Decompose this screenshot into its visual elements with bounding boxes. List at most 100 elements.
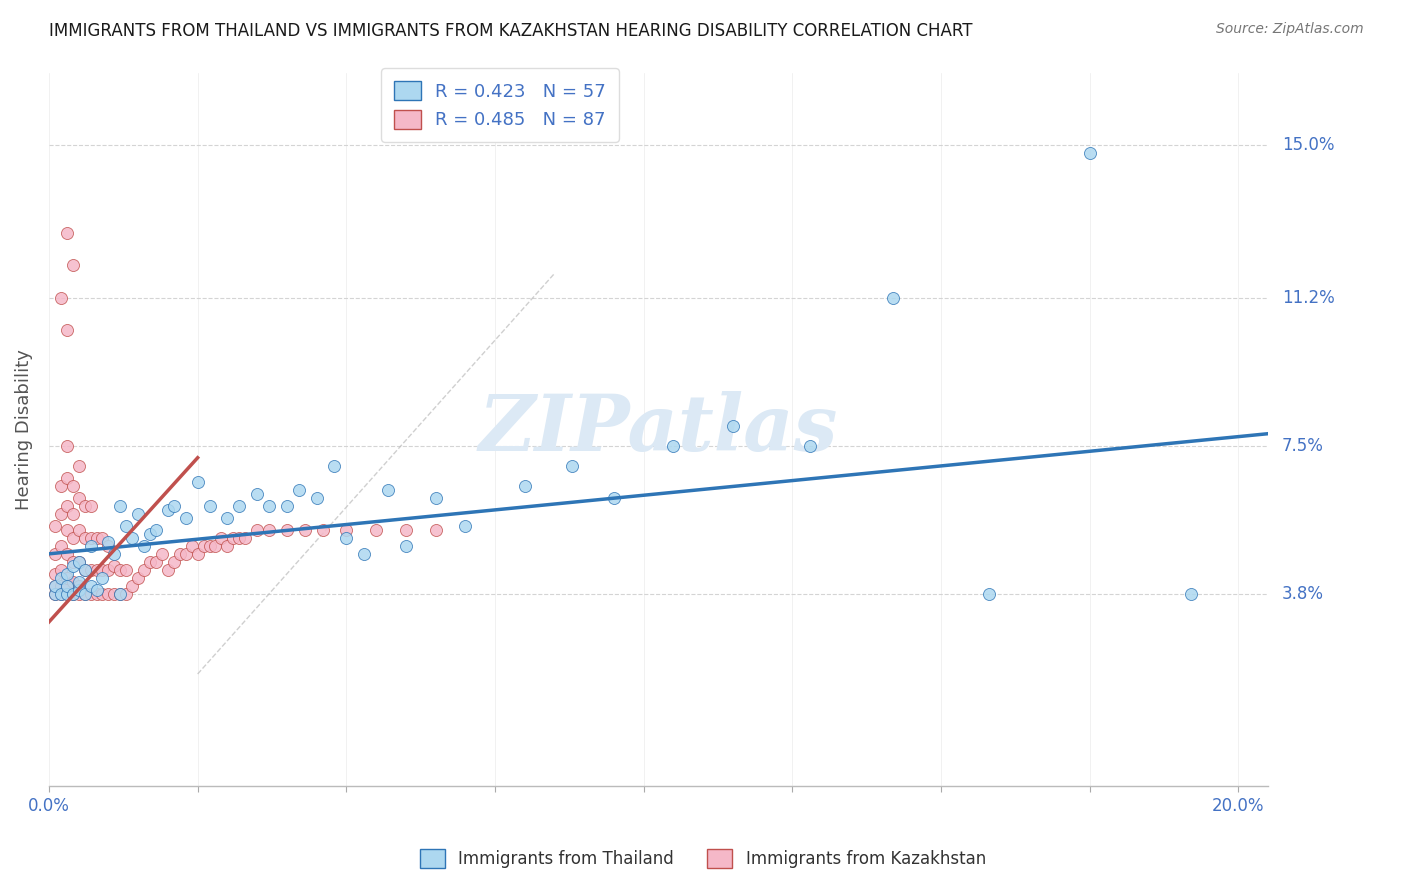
- Point: [49, 579, 72, 593]
- Point: [425, 491, 447, 505]
- Point: [56, 439, 79, 453]
- Point: [228, 531, 250, 545]
- Point: [79, 499, 101, 513]
- Point: [86, 531, 108, 545]
- Point: [56, 499, 79, 513]
- Point: [49, 563, 72, 577]
- Point: [62, 587, 84, 601]
- Point: [97, 534, 120, 549]
- Point: [110, 587, 132, 601]
- Point: [127, 507, 149, 521]
- Point: [121, 579, 143, 593]
- Point: [276, 523, 298, 537]
- Point: [169, 547, 191, 561]
- Point: [56, 227, 79, 241]
- Point: [187, 547, 209, 561]
- Point: [257, 523, 280, 537]
- Point: [156, 563, 179, 577]
- Point: [276, 499, 298, 513]
- Point: [62, 574, 84, 589]
- Point: [56, 471, 79, 485]
- Point: [62, 587, 84, 601]
- Point: [67, 587, 90, 601]
- Point: [62, 531, 84, 545]
- Point: [44, 547, 66, 561]
- Point: [62, 507, 84, 521]
- Point: [67, 579, 90, 593]
- Point: [62, 259, 84, 273]
- Point: [561, 458, 583, 473]
- Point: [56, 579, 79, 593]
- Point: [662, 439, 685, 453]
- Point: [56, 523, 79, 537]
- Point: [882, 291, 904, 305]
- Point: [134, 563, 156, 577]
- Point: [97, 539, 120, 553]
- Point: [86, 582, 108, 597]
- Point: [67, 491, 90, 505]
- Point: [287, 483, 309, 497]
- Point: [67, 555, 90, 569]
- Point: [79, 563, 101, 577]
- Point: [1078, 146, 1101, 161]
- Point: [209, 531, 232, 545]
- Point: [174, 547, 197, 561]
- Point: [294, 523, 316, 537]
- Point: [425, 523, 447, 537]
- Point: [377, 483, 399, 497]
- Point: [187, 475, 209, 489]
- Point: [145, 523, 167, 537]
- Point: [323, 458, 346, 473]
- Point: [257, 499, 280, 513]
- Point: [44, 579, 66, 593]
- Point: [305, 491, 328, 505]
- Point: [217, 510, 239, 524]
- Point: [150, 547, 173, 561]
- Point: [79, 579, 101, 593]
- Point: [799, 439, 821, 453]
- Text: Source: ZipAtlas.com: Source: ZipAtlas.com: [1216, 22, 1364, 37]
- Point: [222, 531, 245, 545]
- Point: [364, 523, 387, 537]
- Point: [1180, 587, 1202, 601]
- Point: [56, 587, 79, 601]
- Point: [86, 587, 108, 601]
- Point: [204, 539, 226, 553]
- Point: [91, 531, 114, 545]
- Point: [67, 458, 90, 473]
- Point: [62, 558, 84, 573]
- Text: 3.8%: 3.8%: [1282, 585, 1324, 603]
- Point: [193, 539, 215, 553]
- Point: [56, 587, 79, 601]
- Point: [56, 547, 79, 561]
- Point: [91, 563, 114, 577]
- Point: [395, 523, 418, 537]
- Point: [73, 499, 96, 513]
- Point: [67, 523, 90, 537]
- Point: [163, 555, 186, 569]
- Point: [353, 547, 375, 561]
- Legend: Immigrants from Thailand, Immigrants from Kazakhstan: Immigrants from Thailand, Immigrants fro…: [413, 843, 993, 875]
- Point: [49, 587, 72, 601]
- Point: [49, 291, 72, 305]
- Point: [145, 555, 167, 569]
- Point: [127, 571, 149, 585]
- Text: 15.0%: 15.0%: [1282, 136, 1334, 154]
- Point: [454, 518, 477, 533]
- Point: [73, 531, 96, 545]
- Point: [73, 587, 96, 601]
- Point: [103, 558, 125, 573]
- Point: [91, 587, 114, 601]
- Point: [97, 563, 120, 577]
- Point: [217, 539, 239, 553]
- Point: [115, 563, 138, 577]
- Point: [67, 574, 90, 589]
- Point: [311, 523, 333, 537]
- Point: [335, 531, 357, 545]
- Point: [73, 587, 96, 601]
- Point: [49, 571, 72, 585]
- Point: [198, 499, 221, 513]
- Point: [103, 547, 125, 561]
- Point: [174, 510, 197, 524]
- Point: [139, 526, 162, 541]
